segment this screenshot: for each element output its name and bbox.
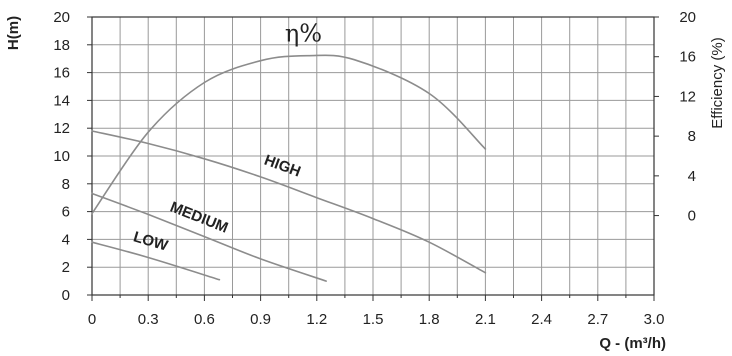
axes-layer: 0 0.3 0.6 0.9 1.2 1.5 1.8 2.1 2.4 2.7 3.0 0 2 4 6 8 10 12… (5, 9, 726, 352)
x-tick-label: 0.9 (250, 311, 271, 328)
low-curve (91, 241, 221, 281)
x-tick-label: 1.2 (306, 311, 327, 328)
x-tick-label: 0.6 (194, 311, 215, 328)
y-tick-label: 6 (62, 204, 70, 221)
x-tick-label: 0.3 (138, 311, 159, 328)
y-axis-title: H(m) (5, 16, 22, 50)
efficiency-curve-label: η% (285, 20, 322, 48)
x-tick-label: 1.5 (363, 311, 384, 328)
grid-layer (92, 17, 654, 295)
y2-tick-label: 0 (688, 208, 696, 225)
y-tick-label: 0 (62, 287, 70, 304)
curve-layer (91, 54, 487, 282)
y2-tick-label: 4 (688, 168, 696, 185)
high-curve (91, 130, 487, 274)
y-tick-label: 20 (53, 9, 70, 26)
x-tick-label: 1.8 (419, 311, 440, 328)
y-tick-label: 2 (62, 259, 70, 276)
medium-curve (91, 192, 327, 282)
y-tick-label: 12 (53, 120, 70, 137)
y2-tick-label: 8 (688, 128, 696, 145)
y2-tick-label: 20 (679, 9, 696, 26)
x-tick-label: 2.4 (531, 311, 552, 328)
y-tick-label: 8 (62, 176, 70, 193)
y-tick-label: 16 (53, 65, 70, 82)
efficiency-curve (91, 54, 487, 215)
y2-tick-label: 16 (679, 49, 696, 66)
y-tick-label: 10 (53, 148, 70, 165)
y-tick-label: 4 (62, 231, 70, 248)
y2-tick-label: 12 (679, 88, 696, 105)
y-tick-label: 18 (53, 37, 70, 54)
y-tick-label: 14 (53, 92, 70, 109)
x-axis-title: Q - (m³/h) (599, 335, 666, 352)
x-tick-label: 2.7 (587, 311, 608, 328)
y2-axis-title: Efficiency (%) (709, 37, 726, 128)
low-curve-label: LOW (131, 228, 170, 254)
x-tick-label: 3.0 (644, 311, 665, 328)
x-tick-label: 0 (88, 311, 96, 328)
medium-curve-label: MEDIUM (168, 199, 231, 237)
x-tick-label: 2.1 (475, 311, 496, 328)
